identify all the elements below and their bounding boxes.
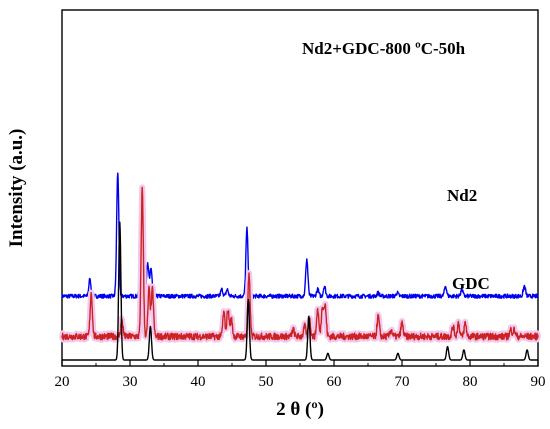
x-tick-label: 40 <box>191 374 206 390</box>
series-band-1 <box>59 184 541 343</box>
x-tick-label: 90 <box>531 374 546 390</box>
series-label-gdc: GDC <box>452 274 490 293</box>
series-label-nd2-gdc: Nd2+GDC-800 ºC-50h <box>302 39 466 58</box>
x-tick-label: 80 <box>463 374 478 390</box>
series-line-1 <box>61 186 539 341</box>
x-ticks: 20 30 40 50 60 70 80 90 <box>55 360 546 390</box>
x-tick-label: 50 <box>259 374 274 390</box>
x-tick-label: 30 <box>123 374 138 390</box>
series-label-nd2: Nd2 <box>447 186 477 205</box>
series-line-2 <box>61 221 539 361</box>
x-tick-label: 20 <box>55 374 70 390</box>
y-axis-title: Intensity (a.u.) <box>6 129 27 248</box>
series-layer <box>59 172 541 361</box>
x-tick-label: 60 <box>327 374 342 390</box>
x-tick-label: 70 <box>395 374 410 390</box>
x-axis-title: 2 θ (º) <box>276 399 324 420</box>
